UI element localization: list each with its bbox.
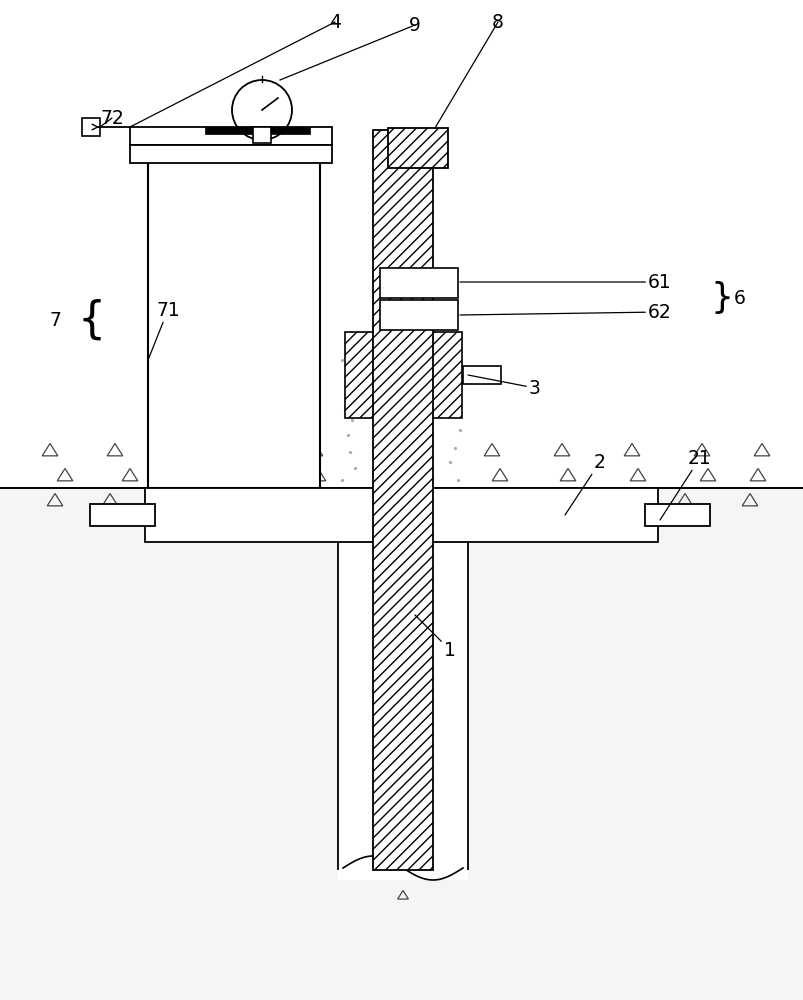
Text: 72: 72 — [100, 109, 124, 128]
Text: 62: 62 — [459, 302, 671, 322]
Text: 61: 61 — [459, 272, 671, 292]
Text: 21: 21 — [659, 448, 711, 520]
Bar — [253, 127, 271, 143]
Bar — [0, 488, 803, 1000]
Bar — [380, 300, 458, 330]
Text: 9: 9 — [409, 16, 421, 35]
Bar — [344, 332, 462, 418]
Bar — [463, 366, 500, 384]
Bar — [205, 127, 310, 134]
Text: 71: 71 — [148, 300, 180, 360]
Bar — [380, 268, 458, 298]
Bar — [373, 130, 433, 870]
Text: 1: 1 — [414, 615, 455, 660]
Bar — [337, 488, 467, 880]
Text: 8: 8 — [491, 13, 503, 32]
Bar — [82, 118, 100, 136]
Text: 4: 4 — [328, 13, 340, 32]
Text: 2: 2 — [565, 452, 605, 515]
Bar — [388, 128, 447, 168]
Bar — [130, 145, 332, 163]
Text: 3: 3 — [467, 375, 540, 397]
Text: 6: 6 — [733, 288, 745, 308]
Bar — [644, 504, 709, 526]
Text: {: { — [78, 298, 106, 342]
Bar — [130, 127, 332, 145]
Bar — [90, 504, 155, 526]
Text: 7: 7 — [49, 310, 61, 330]
Bar — [145, 488, 657, 542]
Bar — [148, 145, 320, 488]
Text: }: } — [709, 281, 732, 315]
